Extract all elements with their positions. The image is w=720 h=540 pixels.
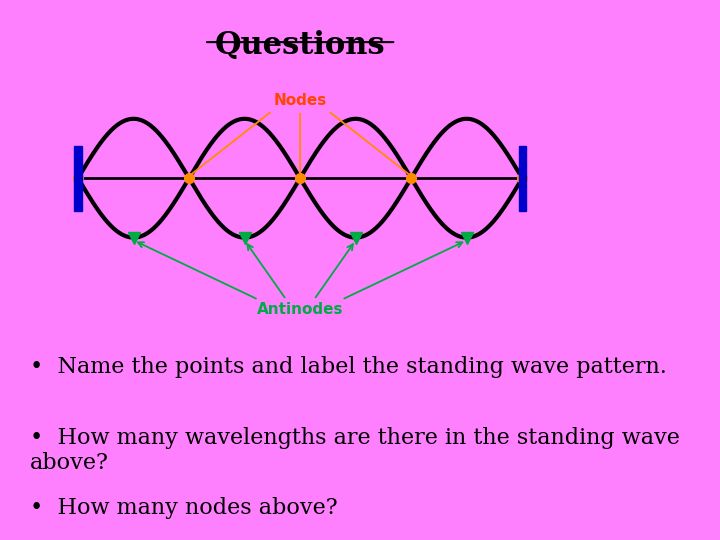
- Bar: [518, 146, 526, 211]
- Text: Antinodes: Antinodes: [257, 302, 343, 318]
- Text: Nodes: Nodes: [274, 93, 327, 108]
- Text: •  How many nodes above?: • How many nodes above?: [30, 497, 338, 519]
- Text: Questions: Questions: [215, 30, 385, 60]
- Text: •  How many wavelengths are there in the standing wave
above?: • How many wavelengths are there in the …: [30, 427, 680, 474]
- Bar: [74, 146, 81, 211]
- Text: •  Name the points and label the standing wave pattern.: • Name the points and label the standing…: [30, 356, 667, 379]
